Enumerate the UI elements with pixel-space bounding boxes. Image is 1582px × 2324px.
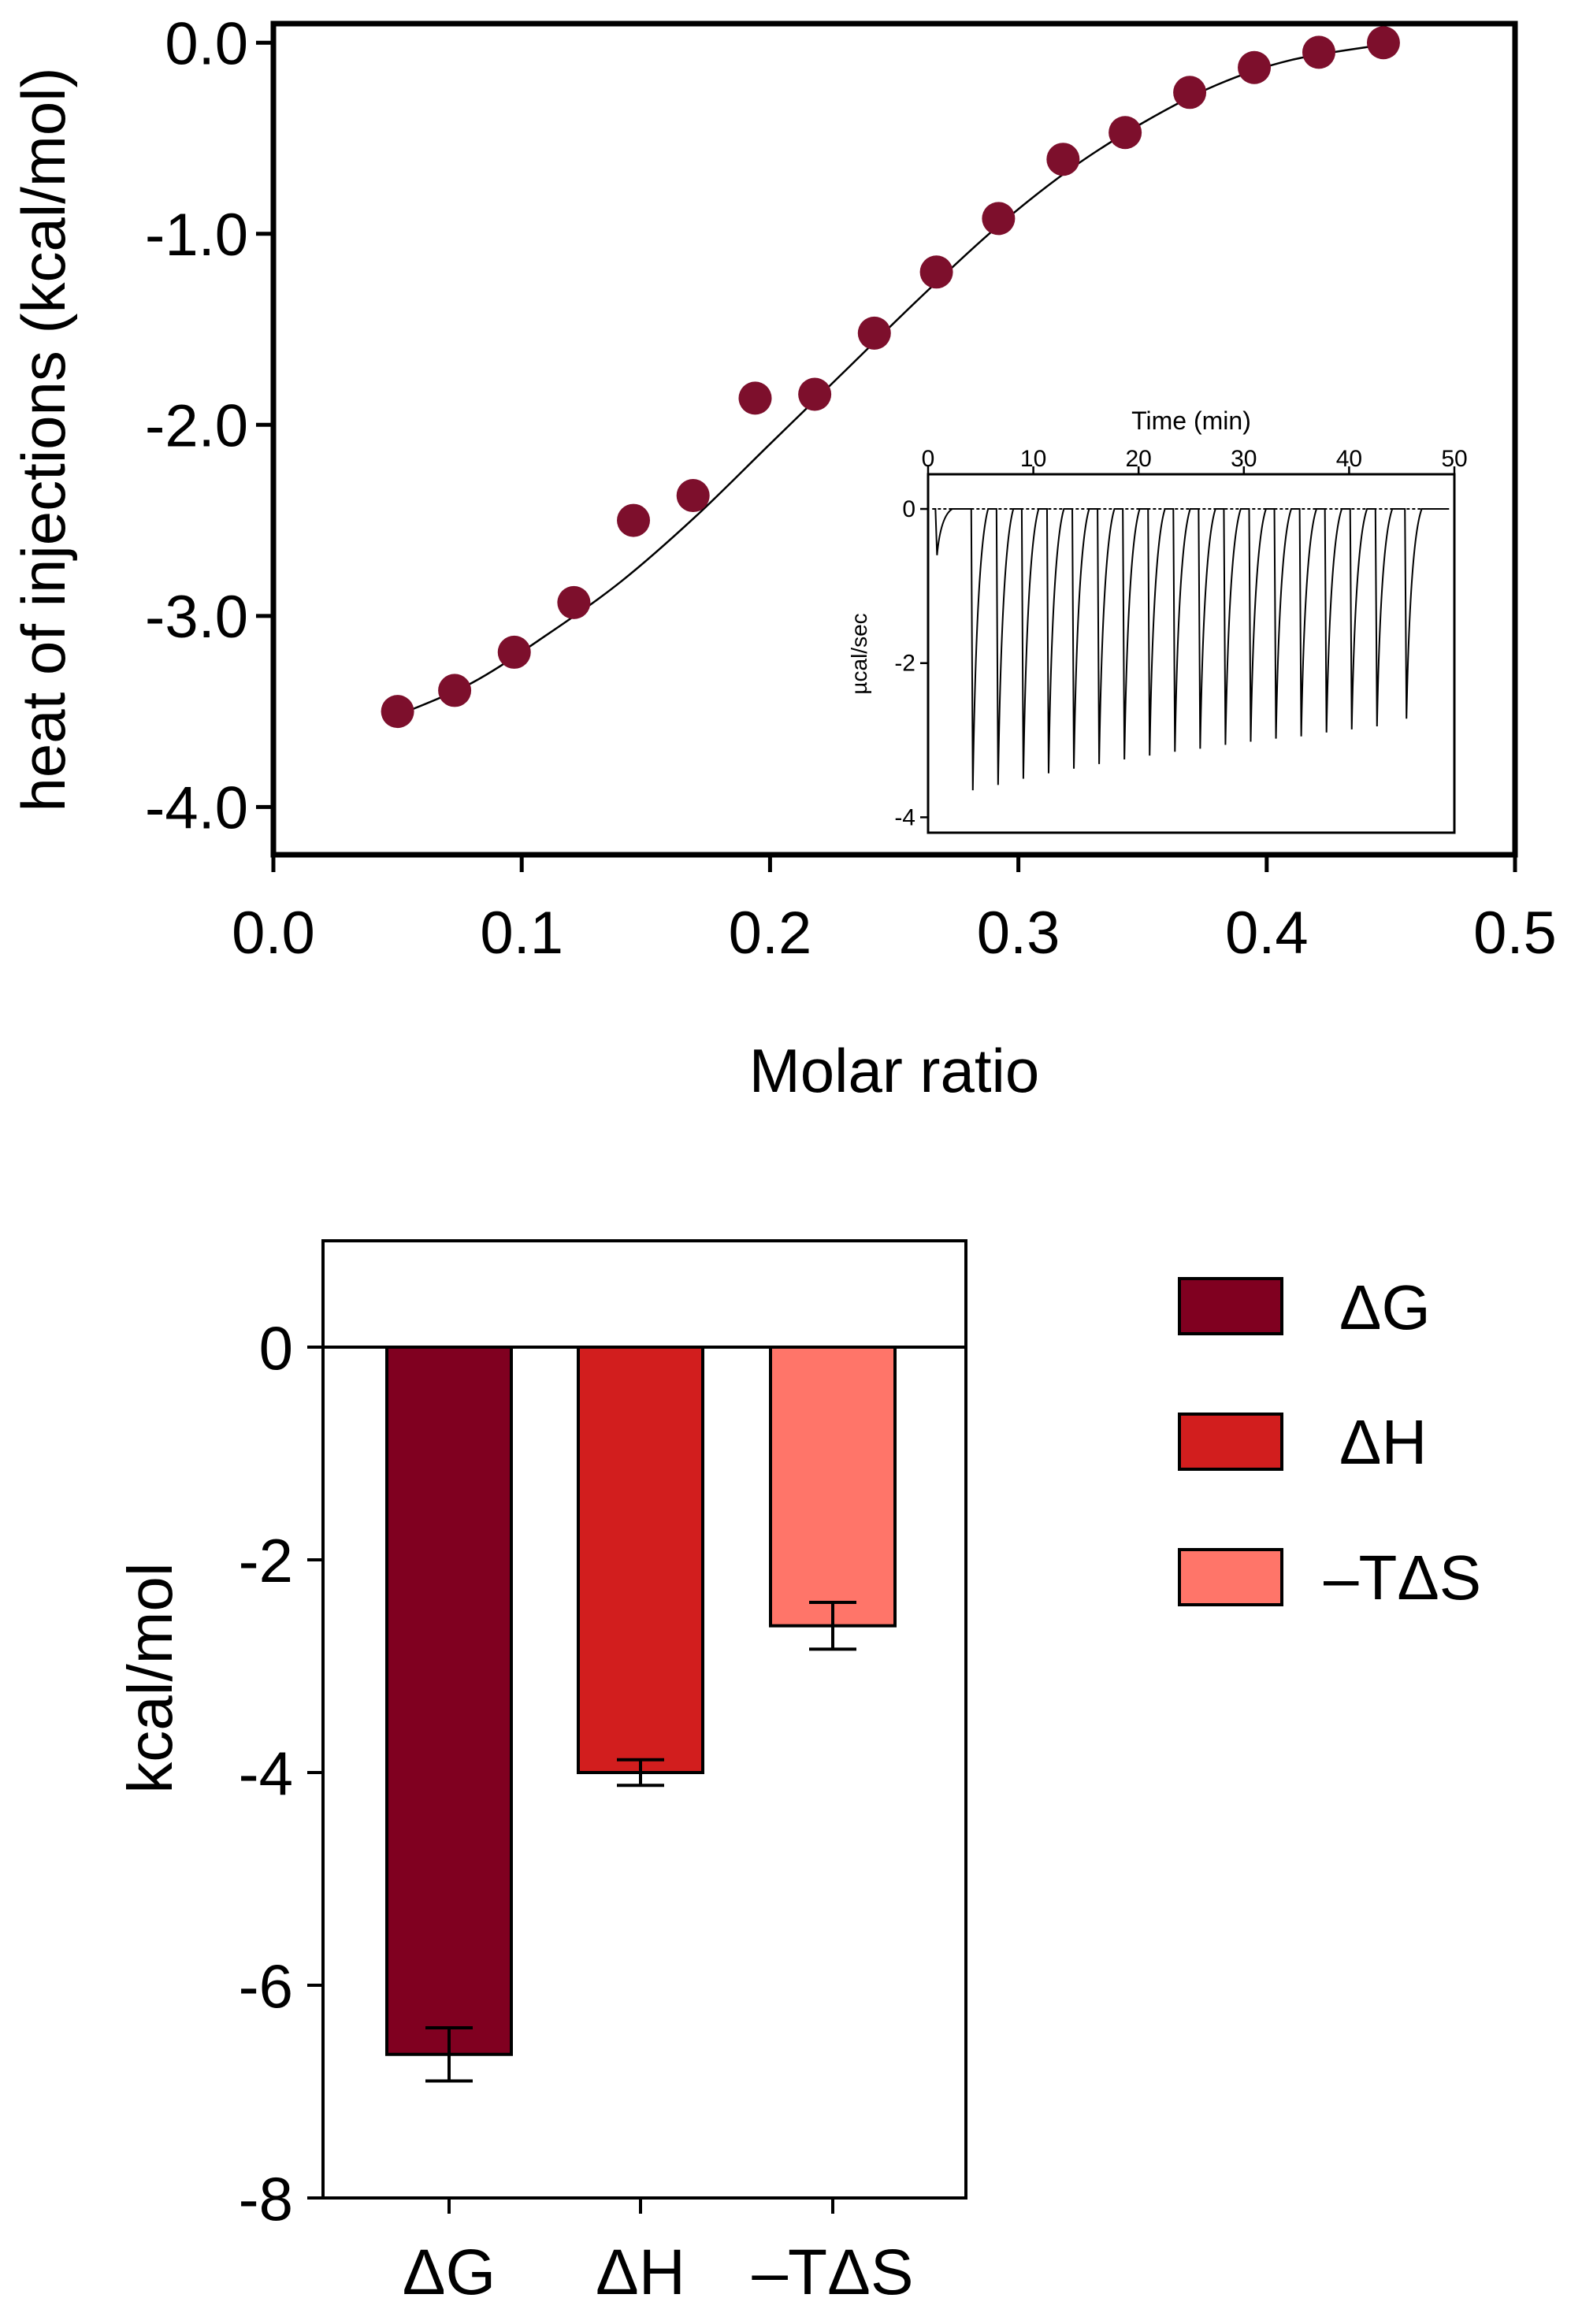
bar-y-tick-label: -6: [239, 1951, 293, 2021]
data-point: [982, 202, 1016, 236]
bar-x-tick-label: –TΔS: [752, 2237, 913, 2308]
inset-y-tick-label: -2: [894, 651, 915, 677]
inset-y-axis-label: µcal/sec: [847, 613, 871, 694]
bar-y-tick-label: -2: [239, 1526, 293, 1595]
legend-label-dh: ΔH: [1339, 1407, 1427, 1477]
titration-plot-frame: [270, 20, 1518, 858]
data-point: [857, 316, 891, 350]
inset-x-tick-label: 10: [1020, 446, 1046, 472]
inset-x-tick-label: 30: [1231, 446, 1257, 472]
bar-plot-frame: [321, 1239, 967, 2200]
y-tick-label: -2.0: [145, 392, 248, 459]
bars: [385, 1346, 897, 2083]
thermogram-inset: 0 10 20 30 40 50 0 -2 -4 Time (min) µcal/sec: [847, 407, 1468, 834]
inset-frame: [927, 473, 1456, 834]
inset-y-tick-label: -4: [894, 804, 915, 830]
titration-y-ticks: 0.0 -1.0 -2.0 -3.0 -4.0: [145, 10, 273, 841]
bar-x-tick-label: ΔH: [596, 2237, 685, 2308]
x-tick-label: 0.4: [1225, 900, 1309, 967]
y-tick-label: -4.0: [145, 774, 248, 841]
bar-x-ticks: ΔG ΔH –TΔS: [403, 2198, 914, 2308]
bar-y-tick-label: 0: [259, 1313, 293, 1383]
x-tick-label: 0.2: [729, 900, 812, 967]
data-point: [557, 585, 591, 619]
inset-x-axis-label: Time (min): [1131, 407, 1251, 435]
bar: [769, 1346, 897, 1628]
data-point: [381, 695, 414, 729]
legend-swatch-dh: [1178, 1413, 1283, 1471]
inset-x-tick-label: 40: [1336, 446, 1362, 472]
legend: ΔG ΔH –TΔS: [1178, 1272, 1481, 1613]
data-points: [381, 26, 1400, 729]
data-point: [676, 479, 710, 513]
thermogram-trace: [932, 508, 1450, 791]
y-tick-label: 0.0: [165, 10, 248, 77]
titration-y-axis-label: heat of injections (kcal/mol): [9, 67, 78, 811]
data-point: [919, 255, 953, 289]
inset-x-ticks: 0 10 20 30 40 50: [922, 446, 1468, 474]
data-point: [738, 381, 772, 415]
titration-x-axis-label: Molar ratio: [749, 1036, 1039, 1105]
data-point: [1109, 116, 1142, 150]
y-tick-label: -1.0: [145, 202, 248, 269]
legend-label-dg: ΔG: [1339, 1272, 1431, 1342]
bar: [577, 1346, 704, 1774]
data-point: [617, 503, 651, 537]
y-tick-label: -3.0: [145, 584, 248, 651]
inset-x-tick-label: 20: [1126, 446, 1152, 472]
data-point: [438, 674, 472, 707]
thermodynamics-bar-chart: 0 -2 -4 -6 -8 ΔG ΔH –TΔS kcal/mol: [115, 1239, 967, 2308]
bar-y-axis-label: kcal/mol: [115, 1562, 185, 1793]
inset-y-tick-label: 0: [902, 496, 915, 522]
titration-chart: 0.0 -1.0 -2.0 -3.0 -4.0 0.0 0.1 0.2 0.3 0.4 0.5 M…: [9, 10, 1557, 1105]
data-point: [1238, 50, 1272, 84]
legend-swatch-dg: [1178, 1277, 1283, 1335]
bar-y-ticks: 0 -2 -4 -6 -8: [239, 1313, 323, 2233]
data-point: [1366, 26, 1400, 60]
bar-x-tick-label: ΔG: [403, 2237, 496, 2308]
inset-x-tick-label: 0: [922, 446, 935, 472]
data-point: [1302, 35, 1335, 69]
data-point: [798, 377, 832, 411]
data-point: [1173, 76, 1207, 110]
inset-y-ticks: 0 -2 -4: [894, 496, 928, 830]
legend-label-tds: –TΔS: [1324, 1543, 1481, 1613]
x-tick-label: 0.5: [1473, 900, 1557, 967]
x-tick-label: 0.3: [977, 900, 1060, 967]
titration-x-ticks: 0.0 0.1 0.2 0.3 0.4 0.5: [232, 855, 1557, 967]
data-point: [497, 635, 531, 669]
inset-x-tick-label: 50: [1441, 446, 1467, 472]
x-tick-label: 0.1: [480, 900, 563, 967]
data-point: [1046, 143, 1080, 176]
bar-y-tick-label: -8: [239, 2164, 293, 2233]
legend-swatch-tds: [1178, 1548, 1283, 1606]
bar-y-tick-label: -4: [239, 1739, 293, 1808]
x-tick-label: 0.0: [232, 900, 315, 967]
bar: [385, 1346, 513, 2056]
